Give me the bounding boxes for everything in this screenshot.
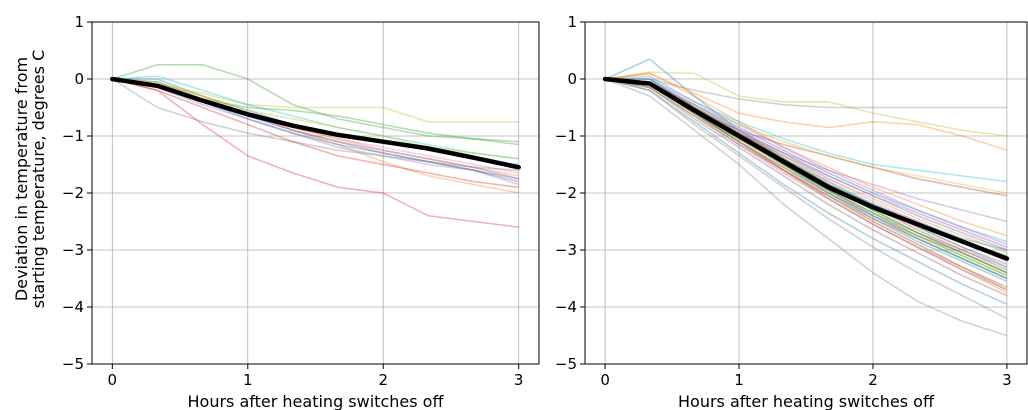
y-axis-label-line1: Deviation in temperature from — [12, 57, 31, 301]
right-y-tick-label: −5 — [555, 355, 577, 373]
right-mean-line — [602, 76, 1010, 261]
right-x-axis-label: Hours after heating switches off — [678, 392, 935, 410]
left-x-tick-label: 2 — [378, 371, 388, 389]
right-series-line-20 — [605, 78, 1008, 268]
right-series-line-35 — [604, 78, 1008, 291]
left-y-tick-label: −4 — [62, 298, 84, 316]
right-series-line-11 — [605, 78, 1008, 283]
left-series-line-4 — [112, 78, 519, 123]
left-series-line-9 — [112, 75, 519, 160]
right-x-tick-label: 0 — [600, 371, 610, 389]
left-series-line-10 — [111, 78, 519, 171]
right-series-line-26 — [604, 78, 1008, 297]
right-series-line-30 — [605, 78, 1008, 183]
right-y-tick-label: −3 — [555, 241, 577, 259]
left-series-line-1 — [112, 64, 519, 143]
right-y-tick-label: 0 — [567, 70, 577, 88]
right-x-tick-label: 3 — [1002, 371, 1012, 389]
right-series-line-1 — [604, 58, 1008, 251]
left-x-axis-label: Hours after heating switches off — [188, 392, 445, 410]
left-series-line-11 — [112, 78, 519, 146]
right-series-line-8 — [604, 78, 1008, 337]
right-series-line-18 — [605, 78, 1007, 109]
right-series-line-10 — [605, 78, 1008, 243]
left-series-line-16 — [112, 78, 519, 160]
left-y-tick-label: 0 — [74, 70, 84, 88]
y-axis-label-line2: starting temperature, degrees C — [29, 50, 48, 309]
right-series-line-2 — [604, 72, 1008, 237]
right-y-tick-label: 1 — [567, 13, 577, 31]
left-y-tick-label: −3 — [62, 241, 84, 259]
right-x-tick-label: 1 — [734, 371, 744, 389]
right-y-tick-label: −2 — [555, 184, 577, 202]
left-x-tick-label: 0 — [108, 371, 118, 389]
right-series-line-27 — [605, 78, 1008, 248]
right-series-line-40 — [604, 78, 1008, 291]
right-x-tick-label: 2 — [868, 371, 878, 389]
left-series-line-6 — [112, 78, 519, 186]
left-y-tick-label: −1 — [62, 127, 84, 145]
right-series-line-9 — [604, 71, 1008, 137]
right-series-line-37 — [604, 78, 1008, 320]
left-y-tick-label: −2 — [62, 184, 84, 202]
left-mean-line — [110, 76, 521, 170]
right-series-line-22 — [604, 72, 1008, 152]
right-y-tick-label: −1 — [555, 127, 577, 145]
left-x-tick-label: 1 — [243, 371, 253, 389]
left-y-tick-label: −5 — [62, 355, 84, 373]
right-series-line-15 — [605, 75, 1008, 246]
right-chart-panel: 0 1 2 3 1 0 −1 −2 −3 −4 −5 Hours after heating swit… — [555, 13, 1028, 410]
right-y-tick-label: −4 — [555, 298, 577, 316]
left-y-tick-label: 1 — [74, 13, 84, 31]
left-series-line-3 — [112, 78, 519, 228]
right-series-line-21 — [604, 78, 1008, 305]
left-series-line-5 — [112, 78, 519, 194]
left-chart-panel: 0 1 2 3 1 0 −1 −2 −3 −4 −5 Hours after heating swit… — [62, 13, 540, 410]
left-x-tick-label: 3 — [514, 371, 524, 389]
right-series-line-6 — [604, 78, 1008, 280]
left-series-line-13 — [112, 78, 519, 189]
